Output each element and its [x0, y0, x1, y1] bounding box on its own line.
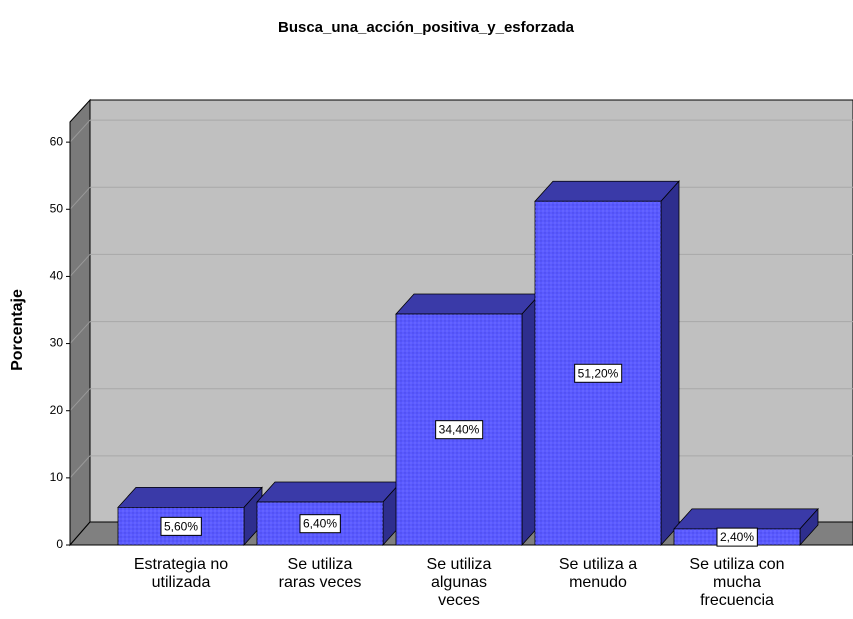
value-label-box [716, 527, 758, 547]
y-tick-label: 50 [50, 201, 64, 215]
y-tick-label: 30 [50, 336, 64, 350]
value-label: 2,40% [720, 530, 754, 544]
value-label-box [435, 420, 484, 440]
y-tick-label: 40 [50, 269, 64, 283]
value-label: 5,60% [164, 519, 198, 533]
y-tick-label: 60 [50, 134, 64, 148]
bar-top [395, 293, 541, 315]
bar-side [660, 180, 680, 547]
y-tick-label: 10 [50, 470, 64, 484]
chart-title: Busca_una_acción_positiva_y_esforzada [278, 19, 575, 36]
grid-line [69, 455, 91, 479]
value-label: 6,40% [303, 517, 337, 531]
x-tick-label: Se utiliza algunas veces [426, 556, 492, 609]
value-label: 51,20% [578, 366, 619, 380]
y-tick-label: 20 [50, 403, 64, 417]
value-label-box [160, 516, 202, 536]
y-tick-label: 0 [56, 537, 63, 551]
bar-top [673, 508, 819, 530]
x-tick-label: Se utiliza con mucha frecuencia [689, 556, 785, 609]
x-tick-label: Estrategia no utilizada [133, 556, 229, 591]
bar-top [534, 180, 680, 202]
bar-top [117, 486, 263, 508]
grid-line [69, 119, 91, 143]
grid-line [69, 388, 91, 412]
side-wall [69, 98, 91, 547]
grid-line [69, 186, 91, 210]
value-label: 34,40% [439, 423, 480, 437]
y-axis-label: Porcentaje [9, 289, 26, 371]
value-label-box [574, 363, 623, 383]
x-tick-label: Se utiliza a menudo [558, 556, 638, 591]
bar-top [256, 481, 402, 503]
grid-line [69, 321, 91, 344]
value-label-box [299, 514, 341, 534]
x-tick-label: Se utiliza raras veces [278, 556, 362, 591]
grid-line [69, 254, 91, 277]
